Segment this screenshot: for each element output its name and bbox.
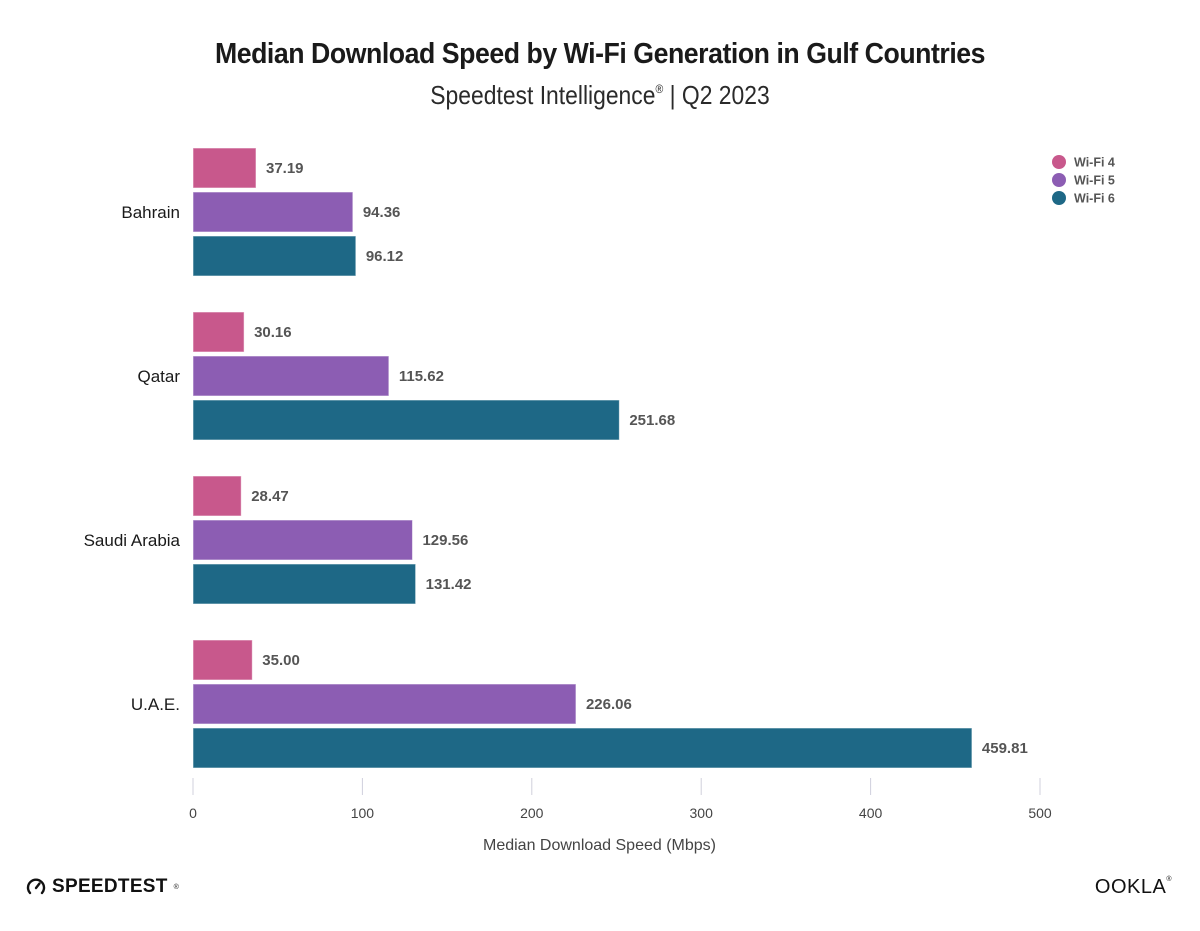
speedtest-wordmark: SPEEDTEST [52,876,168,897]
legend-swatch [1052,173,1066,187]
bar-wi-fi-6 [192,235,357,277]
ookla-wordmark: OOKLA [1094,876,1167,898]
value-label: 131.42 [426,576,472,593]
value-label: 28.47 [251,488,289,505]
subtitle-source: Speedtest Intelligence [430,80,656,110]
value-label: 94.36 [363,204,401,221]
value-label: 226.06 [586,696,632,713]
bar-group-saudi-arabia: 28.47 129.56 131.42 Saudi Arabia [84,475,472,605]
bar-group-u-a-e: 35.00 226.06 459.81 U.A.E. [131,639,1028,769]
value-label: 96.12 [366,248,404,265]
x-tick-label: 300 [690,805,714,821]
category-label: Saudi Arabia [84,531,181,550]
bar-group-bahrain: 37.19 94.36 96.12 Bahrain [121,147,404,277]
speedtest-registered-mark: ® [173,883,179,891]
bar-wi-fi-5 [192,191,354,233]
speedometer-icon [26,878,46,895]
bar-wi-fi-4 [192,475,242,517]
bars-layer: 37.19 94.36 96.12 Bahrain 30.16 115.62 251.68 Q… [84,147,1028,769]
subtitle-period: Q2 2023 [681,80,770,110]
subtitle-separator: | [669,80,676,110]
bar-wi-fi-6 [192,399,620,441]
registered-mark: ® [655,82,664,96]
category-label: Bahrain [121,203,180,222]
category-label: Qatar [137,367,180,386]
bar-group-qatar: 30.16 115.62 251.68 Qatar [137,311,675,441]
category-label: U.A.E. [131,695,180,714]
legend-label: Wi-Fi 6 [1074,192,1115,206]
bar-wi-fi-5 [192,683,577,725]
bar-wi-fi-6 [192,727,973,769]
bar-wi-fi-5 [192,355,390,397]
x-tick-label: 400 [859,805,883,821]
legend-swatch [1052,191,1066,205]
bar-wi-fi-4 [192,147,257,189]
ookla-registered-mark: ® [1166,876,1172,883]
legend-label: Wi-Fi 4 [1074,156,1115,170]
value-label: 251.68 [629,412,675,429]
legend: Wi-Fi 4 Wi-Fi 5 Wi-Fi 6 [1052,155,1115,206]
value-label: 459.81 [982,740,1028,757]
bar-wi-fi-4 [192,639,253,681]
x-axis: 0 100 200 300 400 500 Median Download Speed (M… [189,778,1052,854]
value-label: 129.56 [422,532,468,549]
bar-wi-fi-4 [192,311,245,353]
legend-item-wi-fi-6: Wi-Fi 6 [1052,191,1115,206]
value-label: 35.00 [262,652,300,669]
bar-wi-fi-6 [192,563,417,605]
legend-label: Wi-Fi 5 [1074,174,1115,188]
chart-title: Median Download Speed by Wi-Fi Generatio… [214,38,986,70]
value-label: 30.16 [254,324,292,341]
value-label: 115.62 [399,368,444,385]
bar-wi-fi-5 [192,519,413,561]
x-axis-title: Median Download Speed (Mbps) [483,837,716,854]
x-tick-label: 100 [351,805,375,821]
x-tick-label: 0 [189,805,197,821]
value-label: 37.19 [266,160,304,177]
x-tick-label: 500 [1028,805,1052,821]
chart-subtitle: Speedtest Intelligence® | Q2 2023 [72,80,1128,111]
legend-item-wi-fi-4: Wi-Fi 4 [1052,155,1115,170]
speedtest-logo: SPEEDTEST ® [26,876,179,898]
x-tick-label: 200 [520,805,544,821]
ookla-logo: OOKLA® [1095,876,1172,899]
legend-item-wi-fi-5: Wi-Fi 5 [1052,173,1115,188]
legend-swatch [1052,155,1066,169]
